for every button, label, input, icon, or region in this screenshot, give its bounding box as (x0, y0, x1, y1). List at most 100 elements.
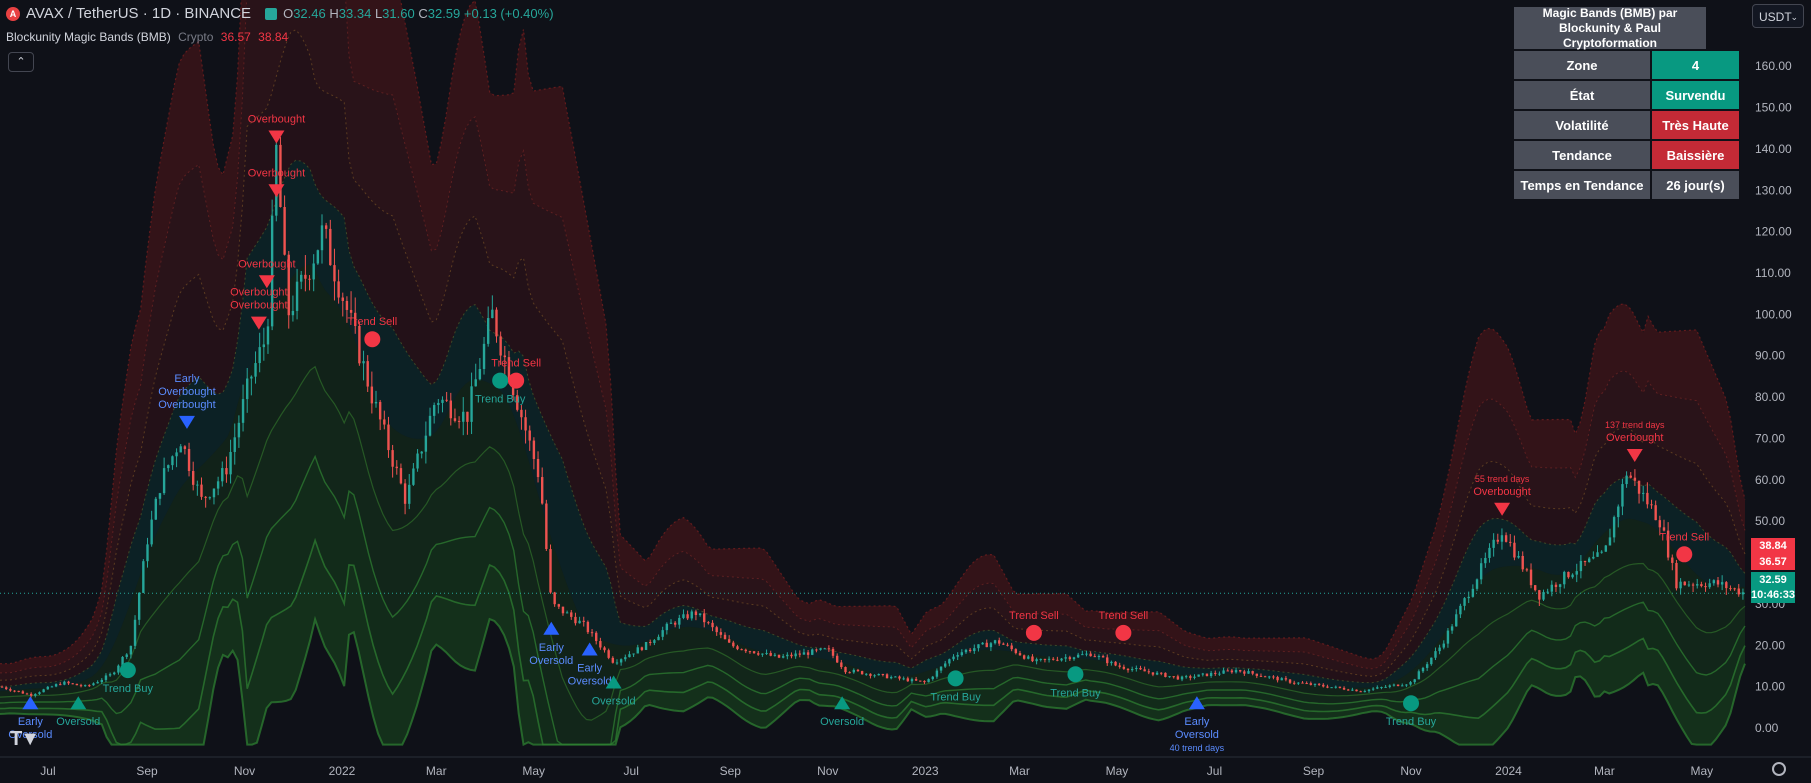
close-value: 32.59 (427, 6, 461, 21)
candle-body (1455, 614, 1458, 627)
currency-selector[interactable]: USDT ⌄ (1752, 4, 1804, 28)
candle-body (673, 622, 677, 625)
candle-body (1492, 539, 1495, 548)
high-key: H (329, 6, 339, 21)
candle-body (1683, 581, 1686, 586)
candle-body (1388, 685, 1391, 687)
candle-body (1101, 656, 1105, 658)
candle-body (1064, 657, 1067, 659)
candle-body (179, 446, 182, 453)
candle-body (736, 646, 739, 650)
signal-label: Oversold (592, 696, 636, 708)
candle-body (1446, 630, 1450, 644)
candle-body (1612, 517, 1616, 538)
candle-body (603, 647, 606, 651)
candle-body (1047, 658, 1051, 660)
candle-body (254, 363, 257, 377)
candle-body (1729, 588, 1732, 590)
candle-body (1654, 505, 1657, 521)
candle-body (1367, 689, 1371, 692)
candle-body (150, 519, 153, 545)
candle-body (1687, 584, 1691, 586)
candle-body (574, 616, 577, 624)
signal-circle (947, 670, 964, 687)
candle-body (528, 430, 531, 441)
candle-body (948, 659, 951, 664)
candle-body (337, 281, 340, 298)
signal-label: Oversold (820, 716, 864, 728)
candle-body (1322, 684, 1325, 687)
candle-body (175, 452, 178, 457)
candle-body (200, 484, 203, 497)
signal-circle (508, 372, 525, 389)
candle-body (549, 549, 552, 593)
x-tick-label: Jul (624, 764, 639, 778)
candle-body (665, 623, 669, 631)
candle-body (964, 649, 968, 653)
candle-body (1072, 657, 1076, 660)
signal-label: 137 trend days (1605, 420, 1665, 430)
x-tick-label: 2022 (329, 764, 356, 778)
candle-body (1268, 676, 1271, 678)
candle-body (1151, 672, 1155, 675)
candle-body (1330, 687, 1333, 689)
candle-body (158, 493, 162, 499)
signal-label: Trend Sell (347, 316, 397, 328)
candle-body (644, 641, 648, 650)
mid-band-price-label: 36.57 (1751, 554, 1795, 570)
candle-body (1563, 571, 1566, 585)
candle-body (1583, 560, 1587, 563)
candle-body (1467, 596, 1470, 599)
candle-body (221, 468, 224, 482)
avax-logo-icon: A (6, 6, 20, 21)
y-tick-label: 120.00 (1755, 225, 1792, 239)
candle-body (1027, 656, 1030, 659)
candle-body (1139, 667, 1142, 670)
candle-body (1056, 659, 1059, 661)
candle-body (1035, 659, 1038, 662)
candle-body (387, 424, 390, 451)
candle-body (960, 652, 964, 656)
signal-label: Early (577, 662, 603, 674)
candle-body (636, 647, 639, 654)
signal-label: Early (18, 716, 44, 728)
collapse-legend-button[interactable]: ⌃ (8, 52, 34, 72)
low-value: 31.60 (382, 6, 415, 21)
signal-up-triangle (543, 621, 560, 635)
candle-body (794, 653, 797, 657)
chevron-down-icon: ⌄ (1790, 12, 1798, 22)
tradingview-logo-icon[interactable]: T▼ (10, 728, 40, 750)
gear-icon[interactable] (1772, 762, 1786, 776)
candle-body (445, 399, 448, 401)
signal-label: Oversold (8, 729, 52, 741)
candle-body (657, 636, 660, 641)
candle-body (395, 466, 398, 469)
candle-body (491, 309, 494, 319)
open-key: O (283, 6, 294, 21)
candle-body (682, 614, 685, 618)
candle-body (1376, 687, 1379, 689)
x-tick-label: Mar (1594, 764, 1615, 778)
candle-body (1484, 557, 1487, 564)
status-row-value: Baissière (1652, 141, 1739, 169)
candle-body (229, 451, 232, 475)
candle-body (183, 446, 187, 449)
candle-body (624, 657, 627, 660)
candle-body (935, 670, 939, 677)
signal-circle (492, 372, 509, 389)
candle-body (865, 673, 868, 675)
signal-circle (364, 331, 381, 348)
candle-body (889, 677, 893, 679)
candle-body (370, 386, 374, 404)
signal-circle (119, 662, 136, 679)
candle-body (856, 669, 860, 672)
symbol-title[interactable]: AVAX / TetherUS · 1D · BINANCE (26, 5, 252, 22)
candle-body (1533, 585, 1537, 591)
candle-body (71, 683, 74, 685)
candle-body (349, 309, 353, 313)
candle-body (1168, 676, 1171, 678)
candle-body (956, 655, 959, 657)
indicator-legend[interactable]: Blockunity Magic Bands (BMB) Crypto 36.5… (6, 30, 288, 44)
